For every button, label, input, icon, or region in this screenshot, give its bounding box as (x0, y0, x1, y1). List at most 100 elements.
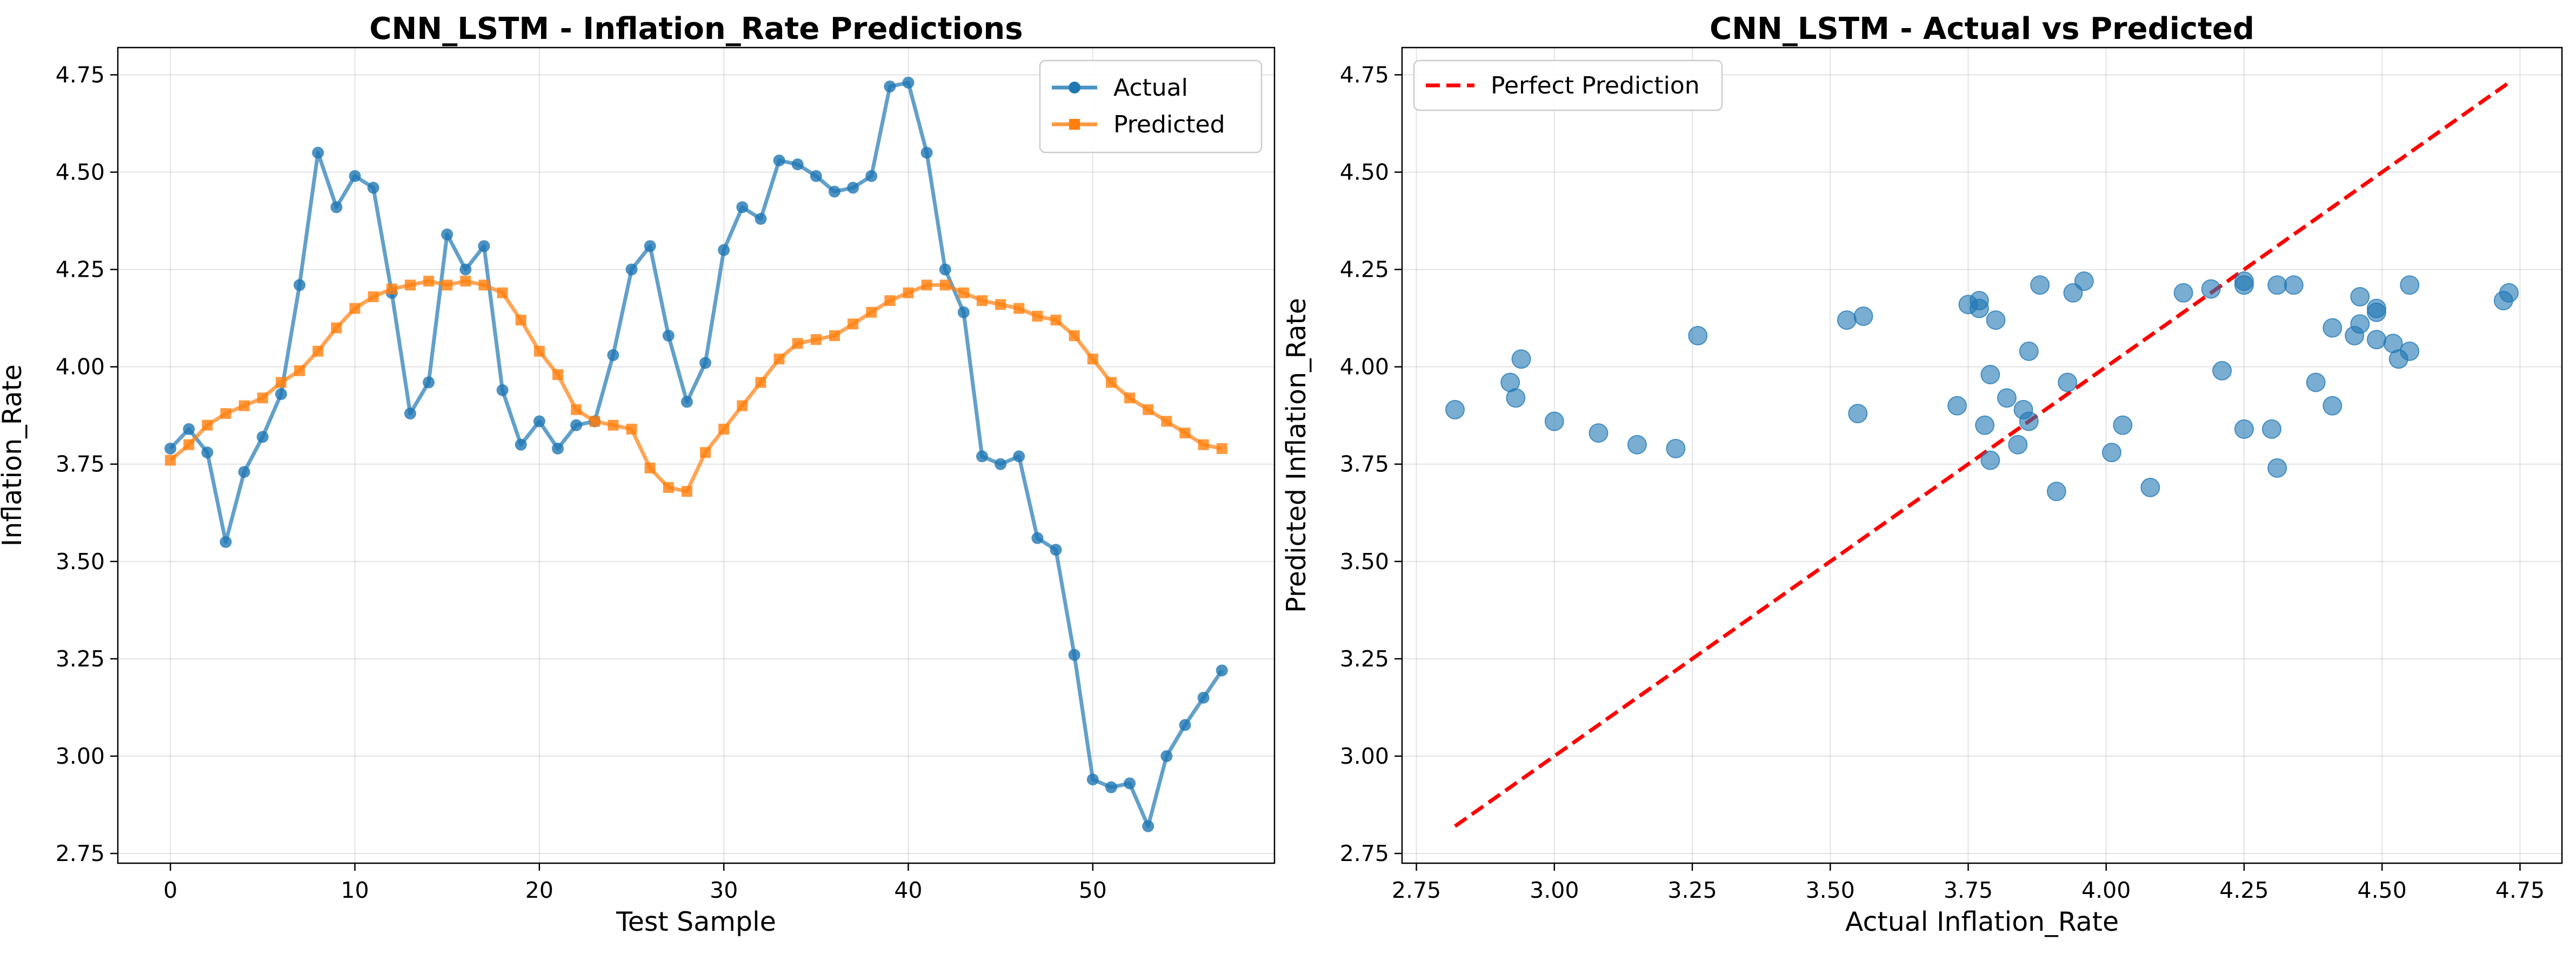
line-chart-y-tick-label: 2.75 (56, 840, 105, 866)
scatter-chart-y-tick-label: 3.25 (1340, 646, 1389, 672)
scatter-chart-x-tick-label: 3.00 (1530, 877, 1579, 903)
predicted-legend-marker (1069, 119, 1080, 130)
predicted-point (1143, 404, 1154, 415)
scatter-point (1997, 388, 2017, 408)
scatter-chart-y-tick-label: 3.75 (1340, 451, 1389, 477)
actual-point (810, 170, 822, 182)
actual-point (1013, 450, 1025, 463)
line-chart-y-tick-label: 4.00 (56, 354, 105, 380)
actual-point (349, 170, 361, 182)
scatter-point (2323, 318, 2343, 338)
actual-point (680, 396, 693, 408)
actual-point (699, 357, 712, 369)
predicted-point (312, 345, 324, 357)
scatter-point (1853, 306, 1873, 326)
scatter-point (2008, 435, 2028, 455)
scatter-point (1975, 415, 1995, 435)
predicted-point (202, 419, 213, 431)
scatter-chart-x-tick-label: 3.75 (1944, 877, 1993, 903)
actual-point (1216, 664, 1228, 677)
predicted-point (442, 279, 453, 291)
scatter-chart-y-tick-label: 4.50 (1340, 159, 1389, 185)
predicted-point (1050, 315, 1062, 326)
scatter-point (2261, 419, 2281, 439)
predicted-point (571, 404, 582, 415)
actual-point (865, 170, 878, 182)
actual-point (1068, 649, 1080, 661)
predicted-point (1069, 330, 1080, 342)
predicted-point (515, 315, 526, 326)
actual-point (478, 240, 490, 252)
perfect-prediction-line-group (1453, 81, 2511, 828)
actual-point (976, 450, 989, 463)
actual-point (275, 388, 288, 401)
scatter-point (2058, 372, 2078, 392)
scatter-chart-y-axis-label: Predicted Inflation_Rate (1281, 298, 1312, 613)
scatter-point (2212, 361, 2232, 381)
actual-point (957, 306, 970, 318)
scatter-chart-x-tick-label: 4.50 (2358, 877, 2407, 903)
actual-legend-marker (1069, 82, 1080, 94)
predicted-point (1013, 303, 1025, 314)
scatter-point (2046, 482, 2066, 502)
predicted-point (183, 439, 195, 450)
scatter-chart-title: CNN_LSTM - Actual vs Predicted (1710, 11, 2254, 46)
actual-point (183, 423, 195, 435)
scatter-point (1947, 396, 1967, 416)
line-chart-ticks: 0 10 20 30 40 50 2.75 3.00 3.25 3.50 3.75 4.00 4.25 4… (56, 62, 1107, 903)
actual-point (1105, 781, 1117, 793)
scatter-point (1980, 450, 2000, 470)
scatter-chart-y-tick-label: 4.00 (1340, 354, 1389, 380)
actual-point (718, 244, 730, 256)
scatter-chart-x-tick-label: 4.00 (2081, 877, 2131, 903)
line-chart-x-tick-label: 20 (525, 877, 553, 903)
actual-point (515, 438, 527, 451)
scatter-point (2284, 275, 2304, 295)
actual-point (625, 263, 638, 276)
predicted-point (903, 287, 914, 298)
line-chart-y-axis-label: Inflation_Rate (0, 364, 28, 546)
actual-point (1050, 544, 1062, 556)
actual-point (330, 201, 343, 214)
scatter-point (1506, 388, 1526, 408)
actual-point (404, 408, 416, 420)
line-chart-y-tick-label: 3.00 (56, 743, 105, 769)
predicted-point (884, 295, 896, 306)
scatter-chart-x-tick-label: 4.75 (2495, 877, 2545, 903)
scatter-point (2063, 283, 2083, 303)
scatter-point (2323, 396, 2343, 416)
line-chart-y-tick-label: 3.50 (56, 549, 105, 575)
predicted-point (552, 369, 564, 381)
perfect-prediction-line (1453, 81, 2511, 828)
scatter-point (2383, 333, 2403, 353)
scatter-point (1980, 365, 2000, 385)
line-chart-y-tick-label: 4.25 (56, 257, 105, 283)
predicted-point (349, 303, 361, 314)
scatter-point (2234, 419, 2254, 439)
actual-point (552, 442, 564, 455)
scatter-point (2400, 275, 2420, 295)
scatter-point (2366, 330, 2386, 350)
actual-point (1031, 532, 1044, 544)
actual-point (736, 201, 749, 214)
predicted-point (1124, 392, 1136, 404)
actual-point (496, 384, 509, 396)
scatter-point (1589, 423, 1609, 443)
line-chart-series (164, 76, 1228, 832)
scatter-point (2234, 275, 2254, 295)
predicted-point (423, 276, 435, 287)
actual-point (570, 419, 583, 431)
actual-point (884, 81, 896, 93)
actual-point (256, 431, 269, 443)
scatter-point (1511, 349, 1531, 369)
line-chart-x-tick-label: 30 (710, 877, 738, 903)
line-chart-legend: Actual Predicted (1039, 59, 1263, 154)
actual-point (1160, 750, 1173, 762)
predicted-point (478, 279, 490, 291)
actual-point (164, 442, 177, 455)
actual-legend-label: Actual (1113, 74, 1188, 102)
predicted-point (1105, 377, 1117, 388)
predicted-point (460, 276, 471, 287)
predicted-point (681, 486, 692, 497)
predicted-point (700, 447, 711, 458)
